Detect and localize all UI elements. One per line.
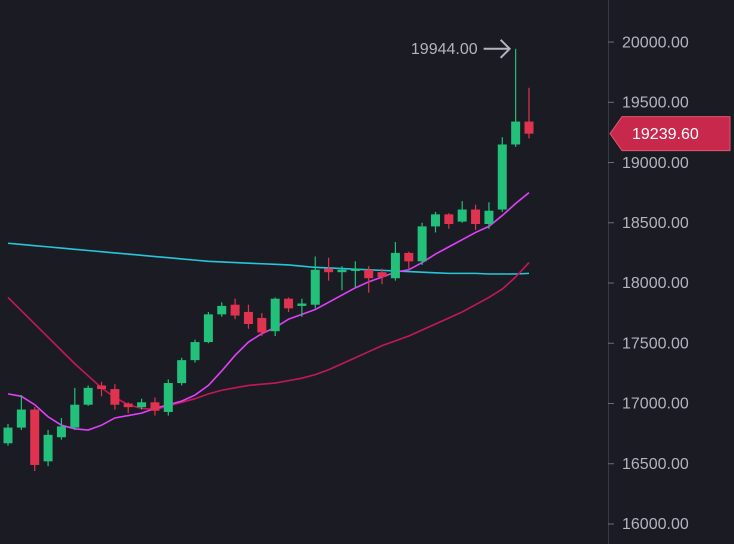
y-tick-label: 16500.00 — [622, 456, 689, 473]
candle-body — [310, 269, 320, 305]
candle-body — [444, 214, 454, 224]
candle-body — [163, 383, 173, 412]
candle-body — [350, 268, 360, 271]
candle-body — [471, 209, 481, 224]
candle-body — [177, 360, 187, 384]
candle-body — [56, 426, 66, 438]
moving-average-line — [7, 192, 530, 431]
candle-body — [190, 342, 200, 361]
y-tick-label: 18500.00 — [622, 215, 689, 232]
candle-body — [524, 121, 534, 134]
y-tick-label: 19500.00 — [622, 95, 689, 112]
candle-body — [70, 404, 80, 428]
y-tick-label: 18000.00 — [622, 275, 689, 292]
candle-body — [417, 226, 427, 262]
candle-body — [150, 402, 160, 411]
candle-body — [203, 314, 213, 343]
candle-body — [404, 252, 414, 262]
candle-body — [270, 298, 280, 332]
candle-body — [3, 427, 13, 444]
candle-body — [30, 409, 40, 465]
candle-body — [257, 317, 267, 333]
candle-body — [484, 210, 494, 224]
candle-body — [110, 389, 120, 405]
y-tick-label: 19000.00 — [622, 155, 689, 172]
y-tick-label: 16000.00 — [622, 516, 689, 533]
candle-body — [297, 303, 307, 306]
y-tick-label: 17000.00 — [622, 396, 689, 413]
candle-body — [284, 298, 294, 309]
last-price-label: 19239.60 — [632, 126, 699, 143]
candle-body — [123, 403, 133, 408]
candle-body — [83, 387, 93, 405]
moving-average-line — [7, 261, 530, 411]
candle-body — [511, 121, 521, 145]
candle-body — [390, 252, 400, 279]
high-arrow — [483, 39, 512, 59]
candle-body — [243, 311, 253, 324]
candle-body — [97, 385, 107, 390]
candle-body — [377, 272, 387, 278]
moving-average-line — [7, 242, 530, 275]
candle-body — [16, 409, 26, 428]
candle-body — [457, 209, 467, 222]
candle-body — [137, 402, 147, 408]
candle-body — [364, 269, 374, 279]
candle-body — [324, 268, 334, 273]
y-tick-label: 17500.00 — [622, 335, 689, 352]
candle-body — [217, 305, 227, 315]
last-price-tag — [609, 116, 731, 152]
candle-body — [497, 144, 507, 210]
y-tick-label: 20000.00 — [622, 34, 689, 51]
candle-body — [337, 269, 347, 273]
candle-body — [430, 214, 440, 227]
high-label: 19944.00 — [411, 41, 478, 58]
candle-body — [43, 434, 53, 462]
candle-body — [230, 304, 240, 316]
